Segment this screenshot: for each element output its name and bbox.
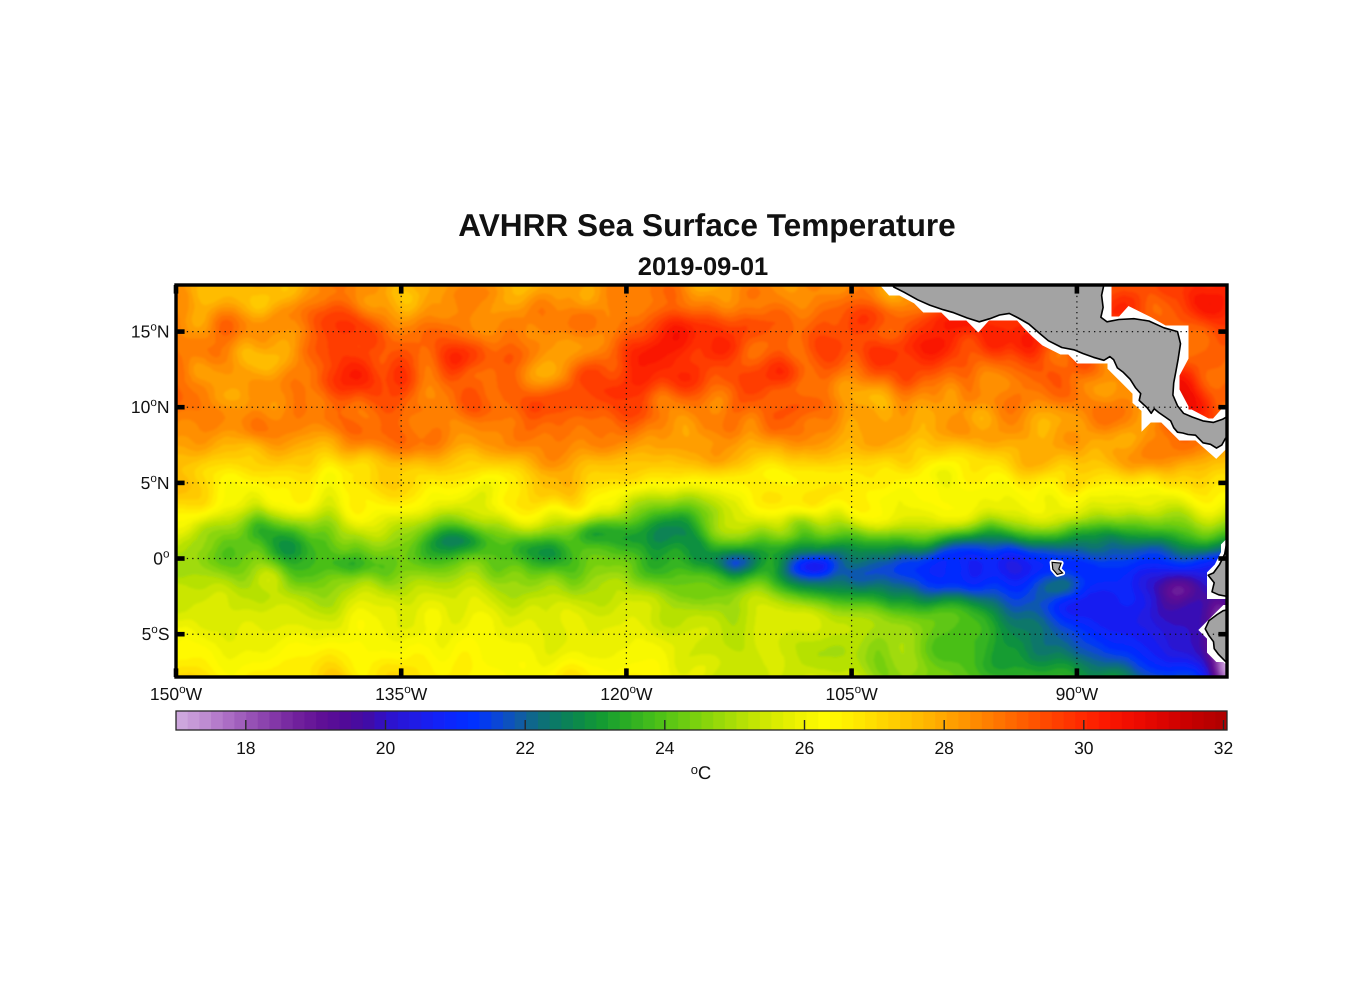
svg-text:135oW: 135oW [375, 683, 428, 704]
svg-text:10oN: 10oN [131, 396, 170, 417]
svg-text:120oW: 120oW [600, 683, 653, 704]
svg-text:oC: oC [691, 762, 712, 783]
svg-text:15oN: 15oN [131, 321, 170, 342]
svg-text:22: 22 [515, 738, 534, 758]
svg-text:30: 30 [1074, 738, 1094, 758]
svg-text:AVHRR Sea Surface Temperature: AVHRR Sea Surface Temperature [458, 207, 955, 243]
svg-text:28: 28 [934, 738, 953, 758]
svg-text:32: 32 [1214, 738, 1233, 758]
svg-text:90oW: 90oW [1056, 683, 1099, 704]
svg-text:105oW: 105oW [825, 683, 878, 704]
svg-text:24: 24 [655, 738, 675, 758]
svg-text:150oW: 150oW [150, 683, 203, 704]
svg-text:2019-09-01: 2019-09-01 [638, 253, 768, 281]
svg-text:5oN: 5oN [141, 472, 170, 493]
svg-text:20: 20 [376, 738, 396, 758]
svg-text:5oS: 5oS [142, 623, 170, 644]
svg-text:26: 26 [795, 738, 814, 758]
svg-text:18: 18 [236, 738, 255, 758]
